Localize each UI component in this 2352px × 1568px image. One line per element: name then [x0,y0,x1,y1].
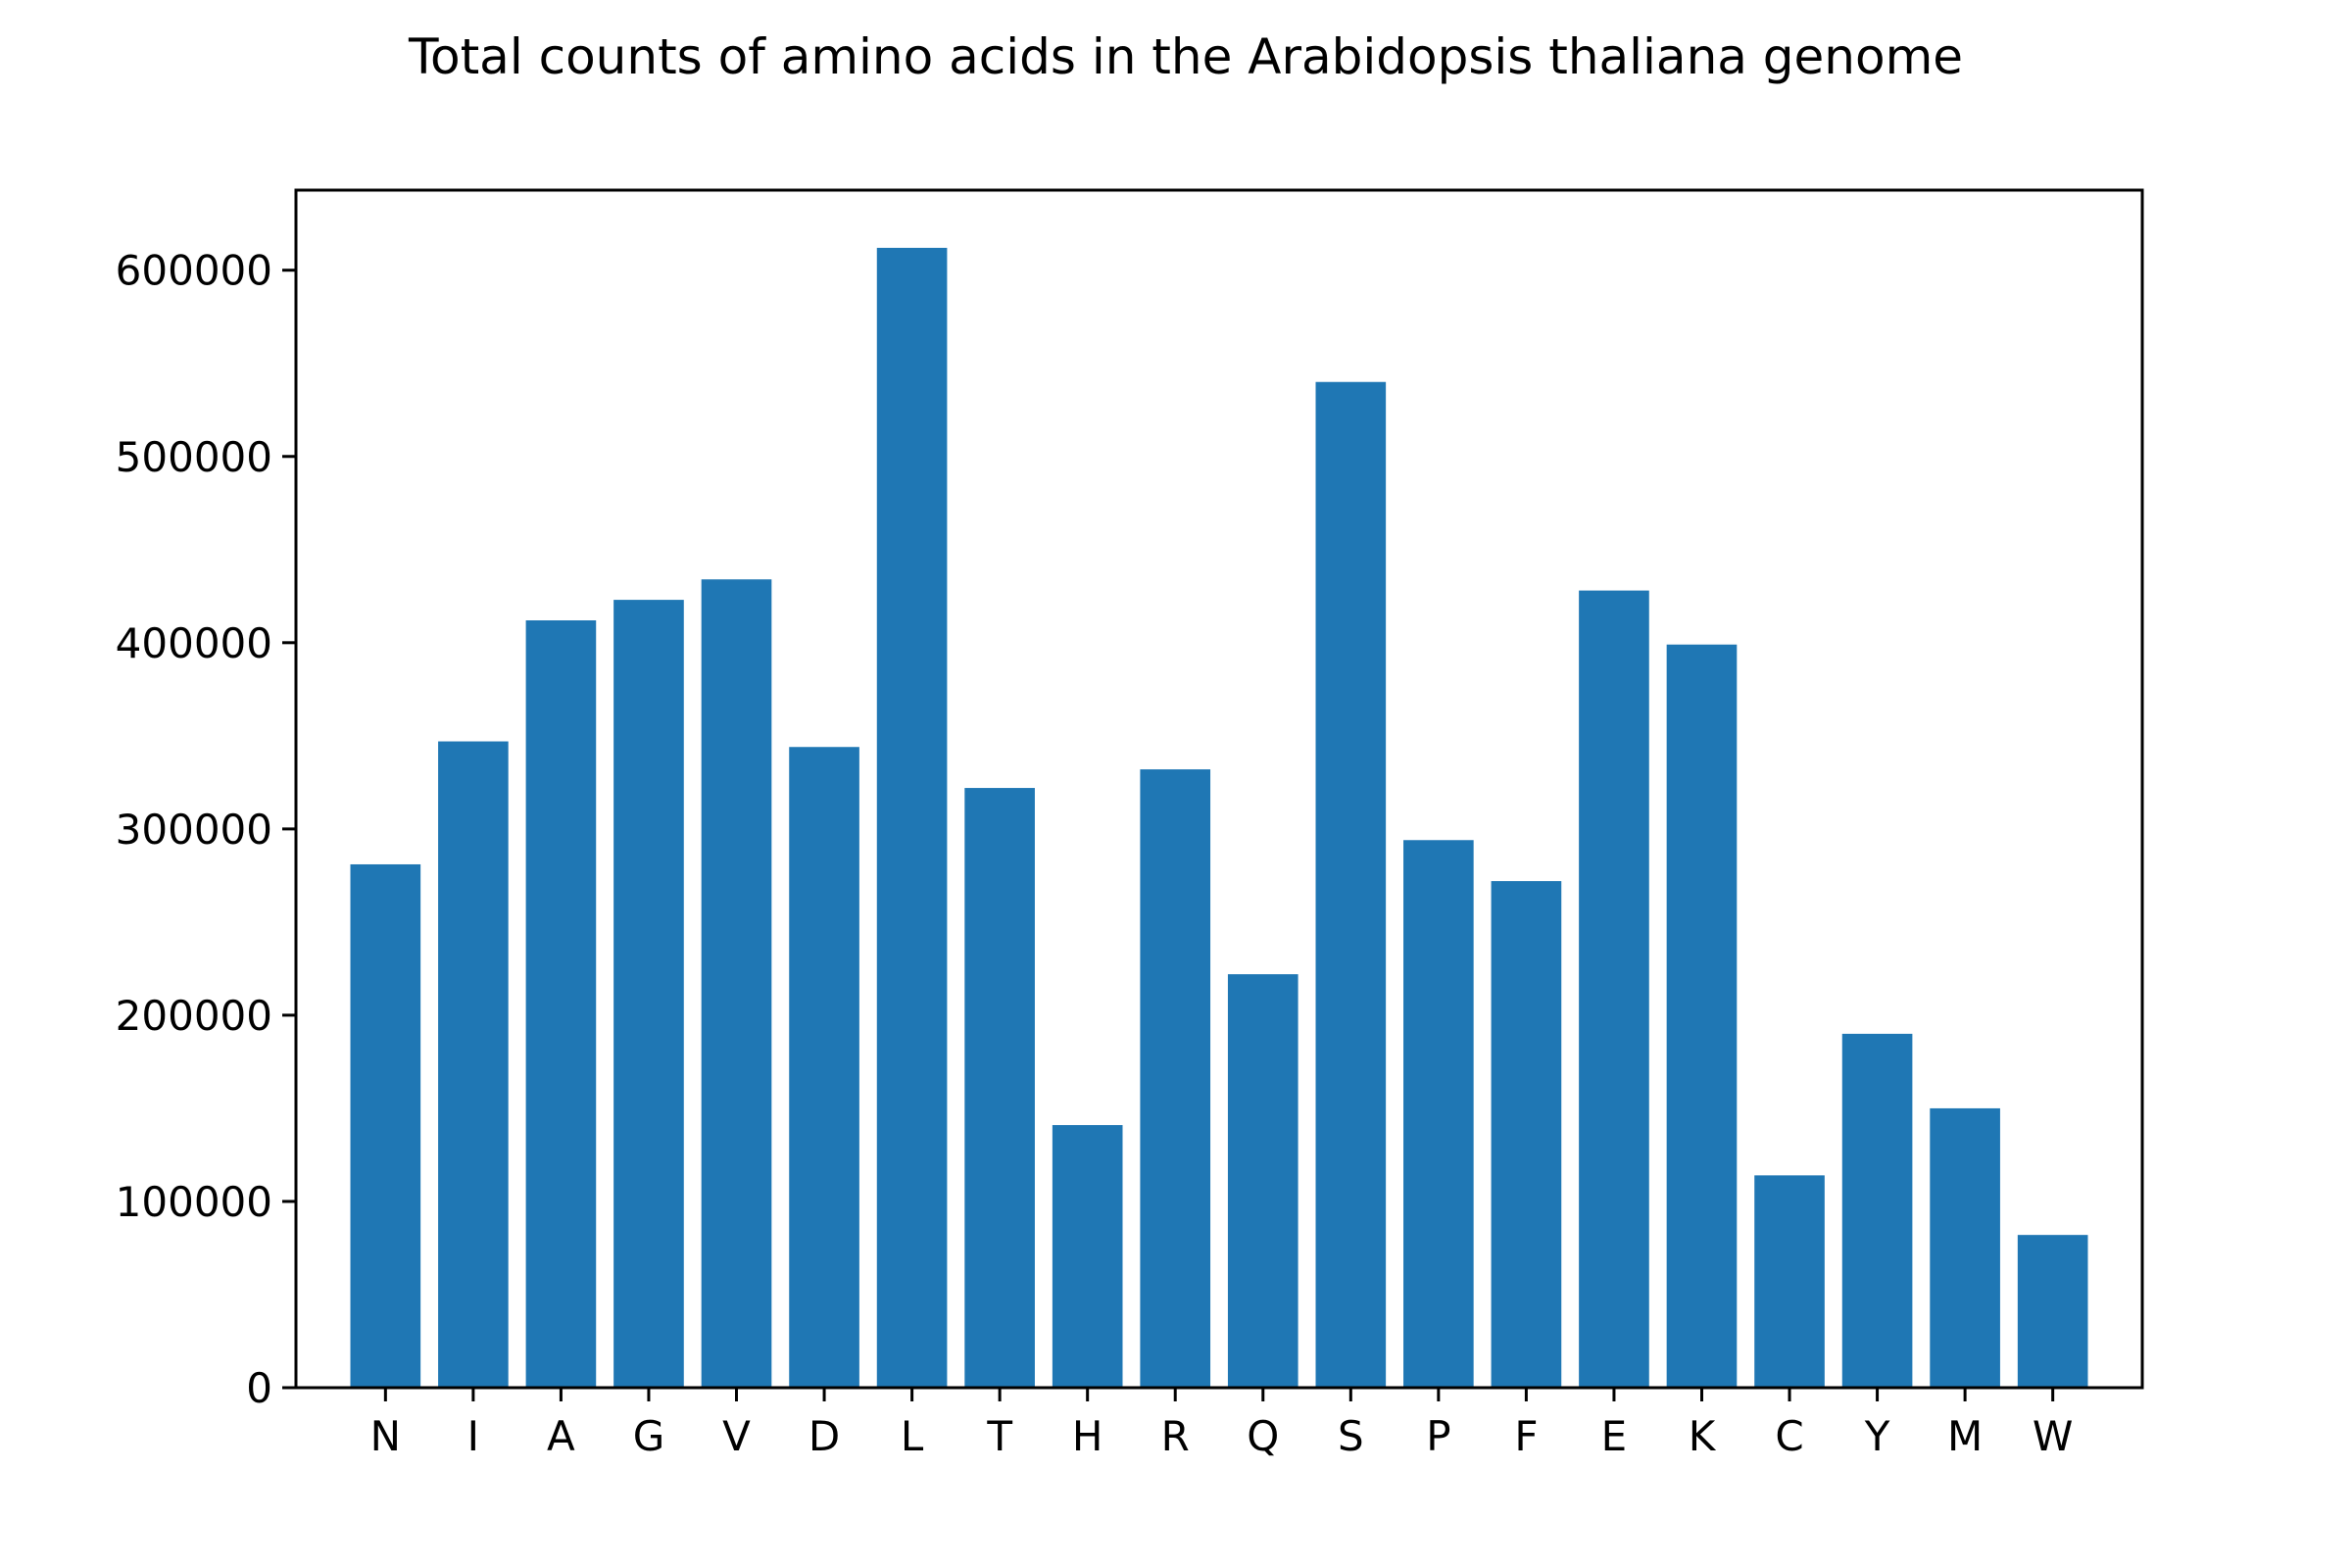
x-tick-label-M: M [1947,1412,1983,1460]
bar-I [438,741,509,1388]
bar-D [789,747,859,1388]
bar-L [876,247,948,1388]
x-tick-label-D: D [808,1412,840,1460]
y-tick-label: 600000 [116,247,272,295]
x-tick-label-C: C [1775,1412,1803,1460]
y-tick-label: 0 [246,1364,272,1412]
bar-Q [1227,974,1298,1388]
bar-F [1491,881,1562,1388]
chart-title: Total counts of amino acids in the Arabi… [408,28,1963,85]
x-tick-label-I: I [467,1412,479,1460]
bar-N [350,863,421,1388]
x-tick-label-T: T [986,1412,1012,1460]
x-tick-label-E: E [1601,1412,1628,1460]
x-tick-label-N: N [370,1412,401,1460]
x-tick-label-G: G [633,1412,665,1460]
x-tick-label-K: K [1689,1412,1717,1460]
bar-S [1315,381,1387,1388]
x-tick-label-H: H [1072,1412,1103,1460]
plot-frame [294,188,2144,1390]
y-tick-label: 500000 [116,433,272,481]
y-tick-label: 200000 [116,992,272,1040]
x-tick-label-Y: Y [1864,1412,1890,1460]
y-tick-label: 100000 [116,1178,272,1226]
bars-layer [350,247,2088,1388]
bar-R [1140,769,1211,1388]
x-tick-label-Q: Q [1247,1412,1279,1460]
bar-E [1579,590,1649,1388]
x-tick-label-V: V [722,1412,751,1460]
x-tick-label-S: S [1338,1412,1364,1460]
bar-K [1666,644,1738,1388]
x-tick-label-F: F [1514,1412,1538,1460]
y-tick-label: 400000 [116,619,272,667]
bar-V [701,579,772,1388]
bar-W [2017,1235,2088,1388]
bar-C [1754,1175,1825,1388]
x-tick-label-P: P [1426,1412,1450,1460]
bar-T [964,788,1035,1388]
x-tick-label-L: L [901,1412,924,1460]
x-tick-label-W: W [2033,1412,2074,1460]
bar-A [525,620,597,1388]
bar-H [1052,1125,1123,1388]
bar-P [1403,840,1474,1388]
y-tick-label: 300000 [116,806,272,854]
bar-G [613,600,684,1388]
x-tick-label-A: A [547,1412,575,1460]
bar-Y [1841,1033,1913,1388]
bar-M [1930,1107,2000,1388]
y-axis: 0 100000 200000 300000 400000 500000 600000 [116,247,296,1412]
x-tick-label-R: R [1161,1412,1190,1460]
